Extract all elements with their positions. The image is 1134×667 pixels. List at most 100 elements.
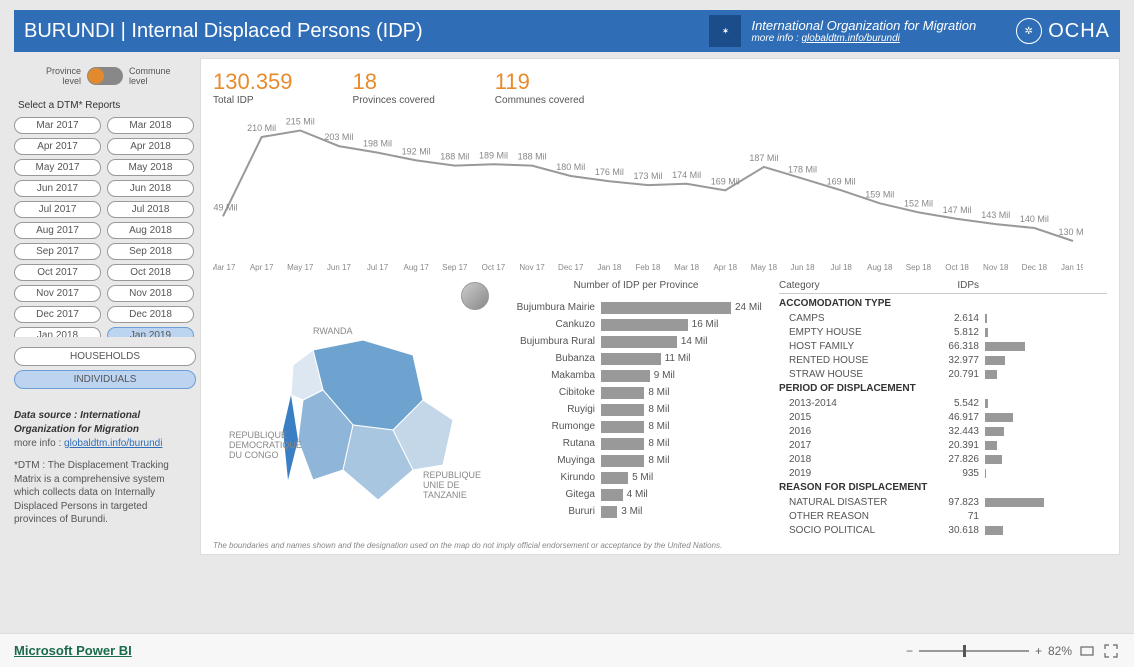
svg-text:Sep 18: Sep 18 (906, 263, 932, 272)
province-bar-row: Bujumbura Rural14 Mil (503, 333, 769, 350)
category-group-title: ACCOMODATION TYPE (779, 296, 1107, 311)
ocha-brand: ✲ OCHA (1016, 18, 1110, 44)
report-button[interactable]: Jan 2019 (107, 327, 194, 337)
fit-page-icon[interactable] (1078, 642, 1096, 660)
category-group-title: REASON FOR DISPLACEMENT (779, 480, 1107, 495)
svg-text:143 Mil: 143 Mil (981, 210, 1010, 220)
sidebar: Province level Commune level Select a DT… (14, 58, 200, 555)
province-bar-row: Bururi3 Mil (503, 503, 769, 520)
report-button[interactable]: Oct 2018 (107, 264, 194, 281)
category-group-title: PERIOD OF DISPLACEMENT (779, 381, 1107, 396)
svg-text:192 Mil: 192 Mil (402, 146, 431, 156)
header-bar: BURUNDI | Internal Displaced Persons (ID… (14, 10, 1120, 52)
report-button[interactable]: Apr 2018 (107, 138, 194, 155)
map-label-rwanda: RWANDA (313, 326, 353, 336)
map-label-tz: REPUBLIQUE UNIE DE TANZANIE (423, 470, 493, 500)
report-button[interactable]: May 2018 (107, 159, 194, 176)
report-button[interactable]: Dec 2018 (107, 306, 194, 323)
zoom-out-button[interactable]: − (906, 644, 913, 658)
province-bars-panel: Number of IDP per Province Bujumbura Mai… (503, 280, 769, 548)
report-button[interactable]: Jun 2018 (107, 180, 194, 197)
svg-text:187 Mil: 187 Mil (749, 153, 778, 163)
cat-head-category: Category (779, 280, 929, 291)
report-button[interactable]: Dec 2017 (14, 306, 101, 323)
datasource-link[interactable]: globaldtm.info/burundi (64, 438, 162, 449)
stat-provinces: 18 Provinces covered (353, 69, 435, 106)
stat-total-idp: 130.359 Total IDP (213, 69, 293, 106)
reports-grid: Mar 2017 Mar 2018 Apr 2017 Apr 2018 May 2017… (14, 117, 196, 337)
svg-text:Jun 18: Jun 18 (791, 263, 816, 272)
category-row: 2013-20145.542 (779, 396, 1107, 410)
province-bar-row: Ruyigi8 Mil (503, 401, 769, 418)
zoom-value: 82% (1048, 644, 1072, 658)
category-row: 201632.443 (779, 424, 1107, 438)
bars-title: Number of IDP per Province (503, 280, 769, 291)
category-row: CAMPS2.614 (779, 311, 1107, 325)
mode-households-button[interactable]: HOUSEHOLDS (14, 347, 196, 366)
report-button[interactable]: Jul 2017 (14, 201, 101, 218)
category-row: SOCIO POLITICAL30.618 (779, 523, 1107, 537)
svg-text:Dec 18: Dec 18 (1022, 263, 1048, 272)
report-button[interactable]: Sep 2018 (107, 243, 194, 260)
map-disclaimer: The boundaries and names shown and the d… (213, 541, 722, 550)
svg-text:169 Mil: 169 Mil (711, 176, 740, 186)
report-button[interactable]: Jun 2017 (14, 180, 101, 197)
svg-text:Apr 17: Apr 17 (250, 263, 274, 272)
svg-text:Jul 18: Jul 18 (831, 263, 853, 272)
province-bar-row: Rutana8 Mil (503, 435, 769, 452)
province-bar-row: Bujumbura Mairie24 Mil (503, 299, 769, 316)
powerbi-link[interactable]: Microsoft Power BI (14, 643, 132, 658)
svg-text:215 Mil: 215 Mil (286, 117, 315, 127)
svg-text:Oct 17: Oct 17 (482, 263, 506, 272)
svg-text:180 Mil: 180 Mil (556, 162, 585, 172)
svg-text:159 Mil: 159 Mil (865, 189, 894, 199)
report-button[interactable]: Jan 2018 (14, 327, 101, 337)
svg-text:Sep 17: Sep 17 (442, 263, 468, 272)
report-button[interactable]: Mar 2017 (14, 117, 101, 134)
svg-text:Mar 17: Mar 17 (213, 263, 236, 272)
report-button[interactable]: Aug 2017 (14, 222, 101, 239)
trend-line-chart: 149 MilMar 17210 MilApr 17215 MilMay 172… (213, 114, 1107, 274)
province-bar-row: Kirundo5 Mil (503, 469, 769, 486)
mode-individuals-button[interactable]: INDIVIDUALS (14, 370, 196, 389)
report-button[interactable]: Aug 2018 (107, 222, 194, 239)
svg-text:210 Mil: 210 Mil (247, 123, 276, 133)
datasource-block: Data source : International Organization… (14, 409, 196, 527)
dtm-note: *DTM : The Displacement Tracking Matrix … (14, 459, 190, 527)
svg-text:174 Mil: 174 Mil (672, 170, 701, 180)
org-name: International Organization for Migration (751, 18, 976, 33)
fullscreen-icon[interactable] (1102, 642, 1120, 660)
svg-text:Feb 18: Feb 18 (636, 263, 661, 272)
svg-text:Nov 18: Nov 18 (983, 263, 1009, 272)
svg-text:188 Mil: 188 Mil (518, 152, 547, 162)
category-panel: Category IDPs ACCOMODATION TYPECAMPS2.61… (779, 280, 1107, 548)
svg-text:May 18: May 18 (751, 263, 778, 272)
report-button[interactable]: Sep 2017 (14, 243, 101, 260)
toggle-label-commune: Commune level (129, 66, 179, 86)
zoom-in-button[interactable]: + (1035, 644, 1042, 658)
zoom-slider[interactable] (919, 650, 1029, 652)
svg-text:173 Mil: 173 Mil (633, 171, 662, 181)
svg-text:188 Mil: 188 Mil (440, 152, 469, 162)
svg-text:176 Mil: 176 Mil (595, 167, 624, 177)
svg-text:198 Mil: 198 Mil (363, 139, 392, 149)
level-toggle[interactable] (87, 67, 123, 85)
svg-text:Jan 19: Jan 19 (1061, 263, 1083, 272)
category-row: RENTED HOUSE32.977 (779, 353, 1107, 367)
province-bar-row: Makamba9 Mil (503, 367, 769, 384)
ocha-emblem-icon: ✲ (1016, 18, 1042, 44)
svg-text:Jun 17: Jun 17 (327, 263, 352, 272)
svg-text:Jul 17: Jul 17 (367, 263, 389, 272)
report-button[interactable]: May 2017 (14, 159, 101, 176)
more-info-link[interactable]: globaldtm.info/burundi (802, 33, 900, 44)
report-button[interactable]: Apr 2017 (14, 138, 101, 155)
svg-text:130 Mil: 130 Mil (1058, 227, 1083, 237)
report-button[interactable]: Nov 2018 (107, 285, 194, 302)
svg-text:Aug 18: Aug 18 (867, 263, 893, 272)
report-button[interactable]: Jul 2018 (107, 201, 194, 218)
report-button[interactable]: Oct 2017 (14, 264, 101, 281)
report-button[interactable]: Nov 2017 (14, 285, 101, 302)
report-button[interactable]: Mar 2018 (107, 117, 194, 134)
svg-text:May 17: May 17 (287, 263, 314, 272)
cat-head-idps: IDPs (929, 280, 979, 291)
